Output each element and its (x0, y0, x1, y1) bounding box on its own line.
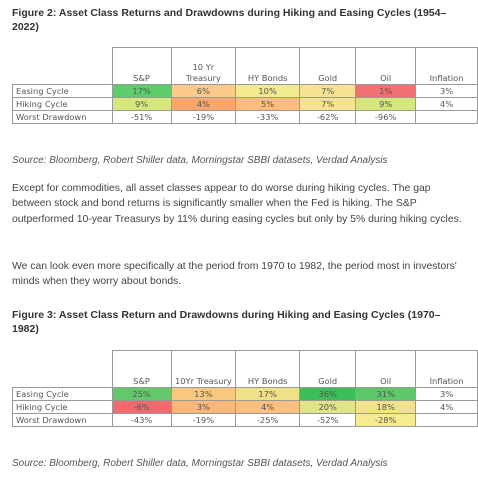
header-row: S&P 10 Yr Treasury HY Bonds Gold Oil Inflatio… (12, 47, 478, 85)
returns-table: S&P 10Yr Treasury HY Bonds Gold Oil Inflation… (12, 350, 478, 427)
table-cell: -51% (111, 110, 172, 124)
table-cell: 17% (235, 387, 301, 401)
table-cell: -19% (170, 413, 237, 427)
column-header: HY Bonds (235, 47, 301, 85)
source-note: Source: Bloomberg, Robert Shiller data, … (12, 155, 388, 166)
table-cell: -43% (111, 413, 172, 427)
column-header: 10 Yr Treasury (170, 47, 237, 85)
table-cell: -6% (111, 400, 172, 414)
table-cell: -28% (355, 413, 417, 427)
table-cell: -25% (235, 413, 301, 427)
table-cell: 1% (355, 84, 417, 98)
row-label: Easing Cycle (12, 84, 113, 98)
table-row: Hiking Cycle -6% 3% 4% 20% 18% 4% (12, 400, 478, 414)
column-header: Gold (299, 350, 357, 388)
row-label: Hiking Cycle (12, 97, 113, 111)
table-cell: -62% (299, 110, 357, 124)
table-cell: 3% (170, 400, 237, 414)
table-cell: 10% (235, 84, 301, 98)
table-cell: 9% (111, 97, 172, 111)
table-cell: -52% (299, 413, 357, 427)
row-label: Worst Drawdown (12, 413, 113, 427)
row-label: Worst Drawdown (12, 110, 113, 124)
table-cell: 7% (299, 84, 357, 98)
table-cell: 4% (415, 400, 478, 414)
table-row: Easing Cycle 17% 6% 10% 7% 1% 3% (12, 84, 478, 98)
column-header: HY Bonds (235, 350, 301, 388)
paragraph: Except for commodities, all asset classe… (12, 183, 462, 225)
table-row: Hiking Cycle 9% 4% 5% 7% 9% 4% (12, 97, 478, 111)
row-label: Hiking Cycle (12, 400, 113, 414)
row-label: Easing Cycle (12, 387, 113, 401)
header-cell (12, 47, 113, 85)
column-header: Oil (355, 350, 417, 388)
table-cell: -96% (355, 110, 417, 124)
table-row: Worst Drawdown -43% -19% -25% -52% -28% (12, 413, 478, 427)
table-cell: 17% (111, 84, 172, 98)
column-header: 10Yr Treasury (170, 350, 237, 388)
column-header: S&P (111, 47, 172, 85)
table-cell: 18% (355, 400, 417, 414)
table-cell: 36% (299, 387, 357, 401)
table-cell: 20% (299, 400, 357, 414)
table-cell: 4% (235, 400, 301, 414)
table-cell: 3% (415, 387, 478, 401)
table-row: Easing Cycle 25% 13% 17% 36% 31% 3% (12, 387, 478, 401)
table-cell: 31% (355, 387, 417, 401)
source-note: Source: Bloomberg, Robert Shiller data, … (12, 458, 388, 469)
table-row: Worst Drawdown -51% -19% -33% -62% -96% (12, 110, 478, 124)
column-header: S&P (111, 350, 172, 388)
table-cell: 5% (235, 97, 301, 111)
column-header: Oil (355, 47, 417, 85)
table-cell: 4% (170, 97, 237, 111)
table-cell: 3% (415, 84, 478, 98)
header-cell (12, 350, 113, 388)
table-cell (415, 110, 478, 124)
table-cell: -33% (235, 110, 301, 124)
table-cell: 9% (355, 97, 417, 111)
table-cell (415, 413, 478, 427)
figure-title: Figure 2: Asset Class Returns and Drawdo… (12, 7, 447, 33)
returns-table: S&P 10 Yr Treasury HY Bonds Gold Oil Inflatio… (12, 47, 478, 124)
column-header: Gold (299, 47, 357, 85)
table-cell: 4% (415, 97, 478, 111)
paragraph: We can look even more specifically at th… (12, 261, 457, 288)
table-cell: 13% (170, 387, 237, 401)
table-cell: -19% (170, 110, 237, 124)
column-header: Inflation (415, 47, 478, 85)
table-cell: 25% (111, 387, 172, 401)
table-cell: 7% (299, 97, 357, 111)
column-header: Inflation (415, 350, 478, 388)
figure-title: Figure 3: Asset Class Return and Drawdow… (12, 309, 441, 335)
table-cell: 6% (170, 84, 237, 98)
header-row: S&P 10Yr Treasury HY Bonds Gold Oil Inflation (12, 350, 478, 388)
